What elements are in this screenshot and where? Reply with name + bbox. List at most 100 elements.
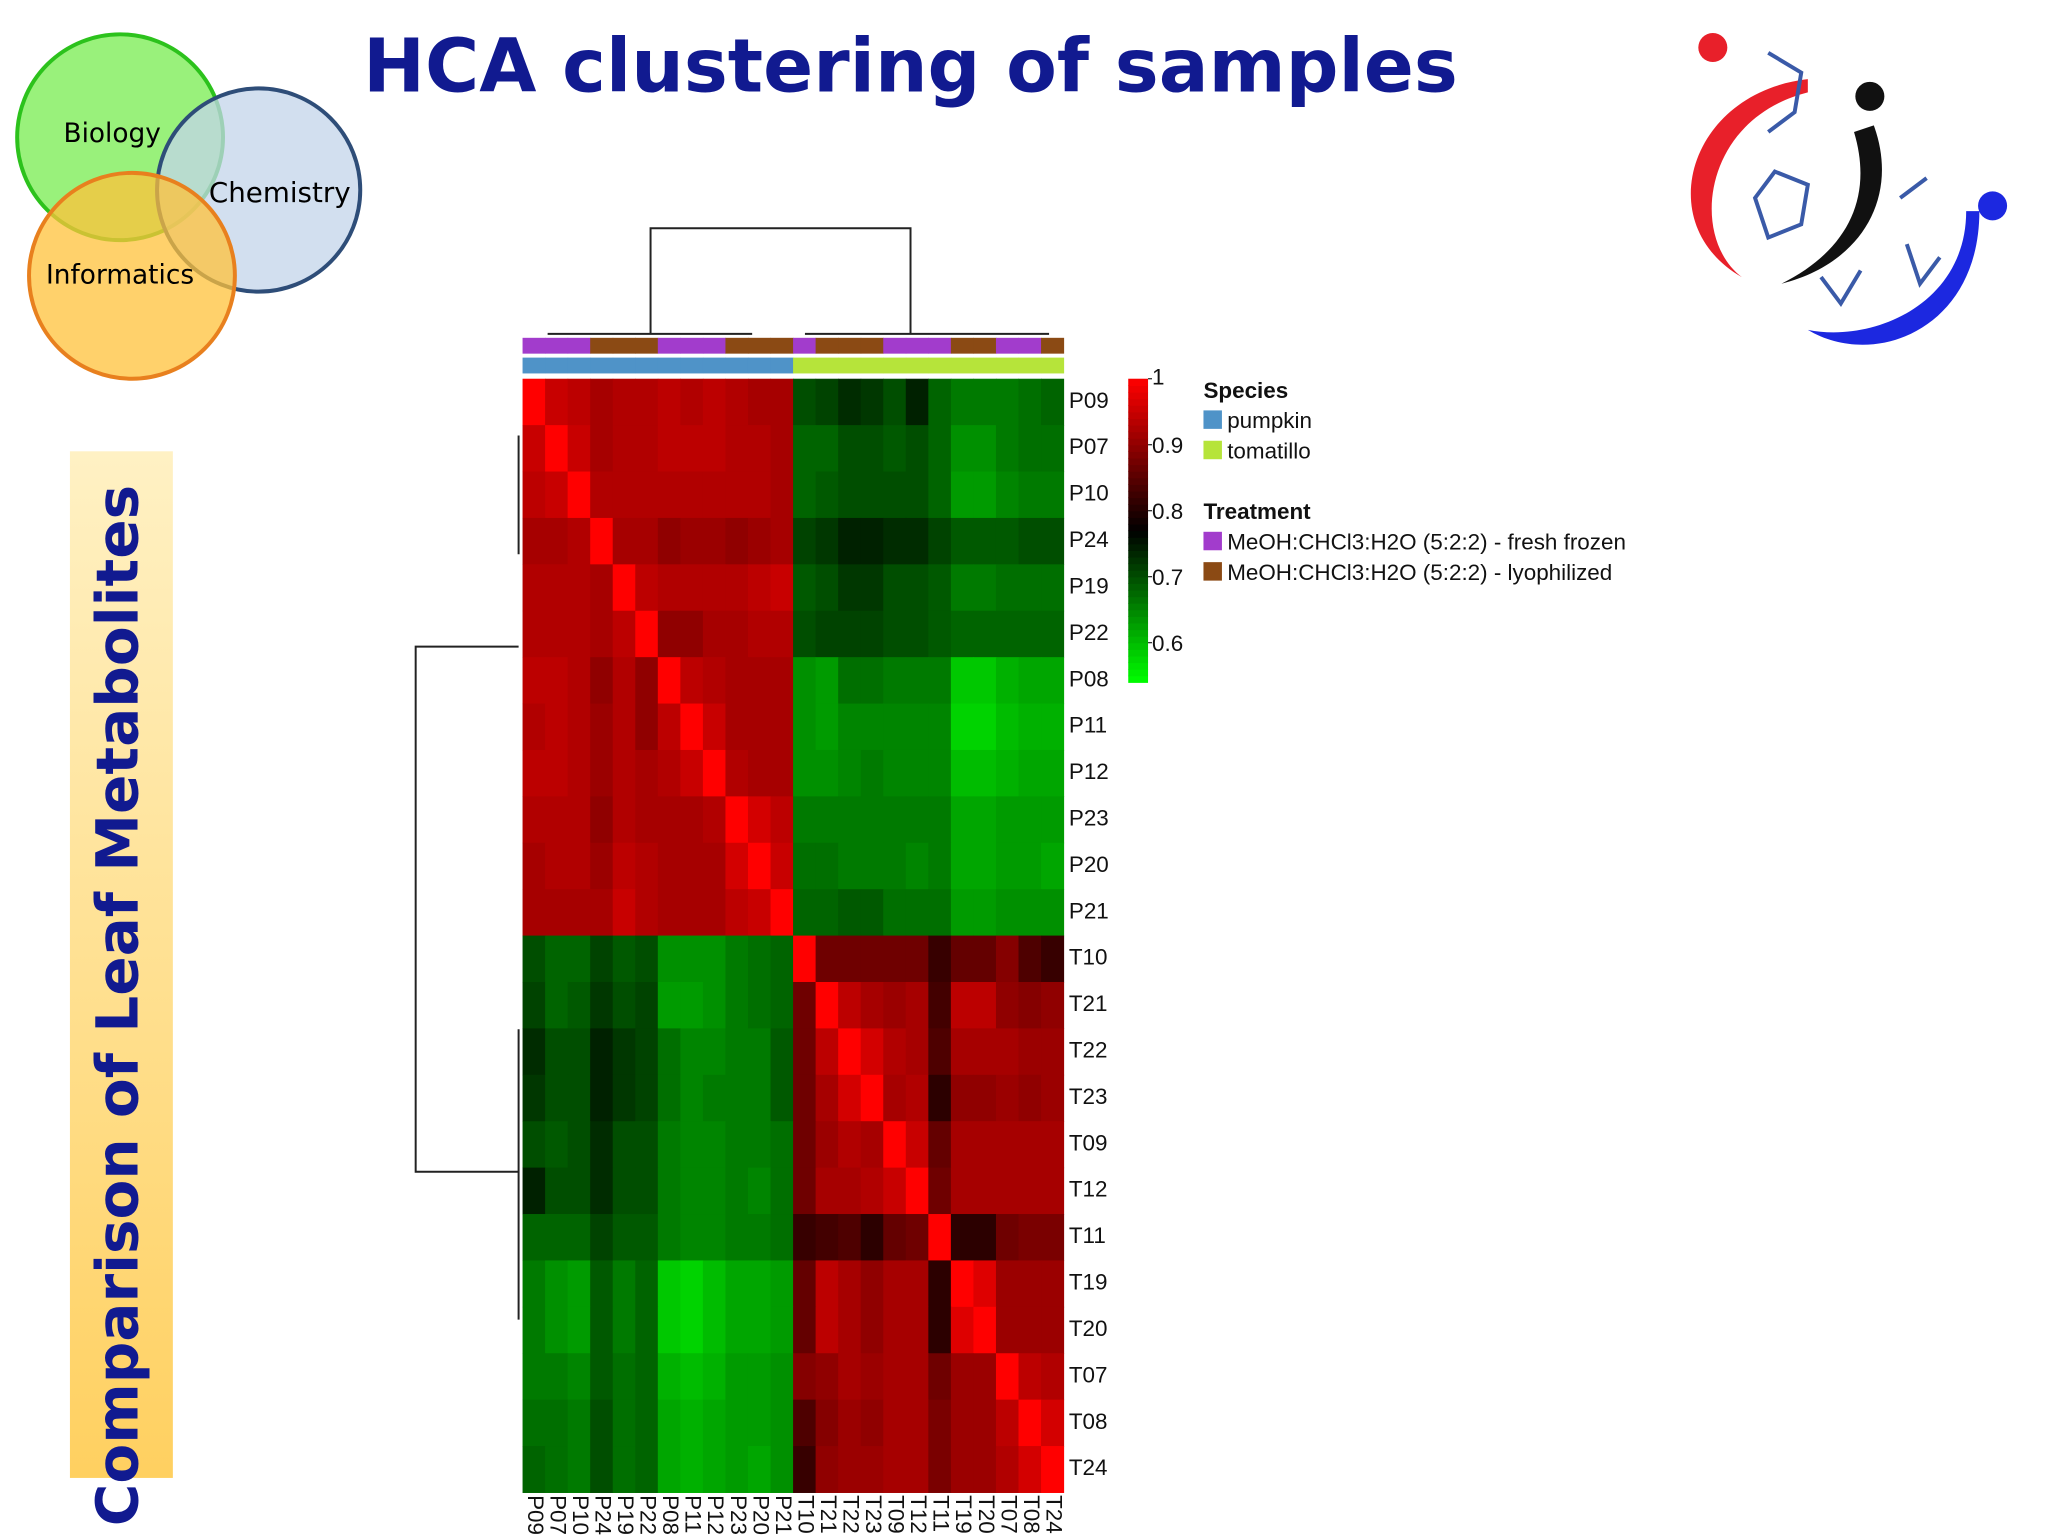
colorbar-band bbox=[1128, 471, 1149, 479]
heat-cell bbox=[928, 378, 952, 426]
annotation-cell bbox=[995, 337, 1020, 354]
heat-cell bbox=[995, 842, 1020, 890]
heat-cell bbox=[995, 1446, 1020, 1493]
heat-cell bbox=[702, 796, 726, 844]
heat-cell bbox=[950, 935, 974, 983]
heat-cell bbox=[725, 796, 749, 844]
heat-cell bbox=[680, 935, 704, 983]
heat-cell bbox=[702, 889, 726, 937]
heat-cell bbox=[928, 657, 952, 705]
heat-cell bbox=[657, 425, 681, 473]
colorbar-band bbox=[1128, 385, 1149, 393]
annotation-cell bbox=[590, 337, 614, 354]
heat-cell bbox=[883, 610, 907, 658]
heat-cell bbox=[747, 935, 772, 983]
heat-cell bbox=[973, 517, 997, 565]
annotation-cell bbox=[973, 357, 997, 374]
heat-cell bbox=[973, 1028, 997, 1076]
heat-cell bbox=[680, 1074, 704, 1122]
heat-cell bbox=[747, 981, 772, 1029]
heat-cell bbox=[973, 703, 997, 751]
heat-cell bbox=[590, 749, 614, 797]
heat-cell bbox=[1018, 1399, 1042, 1447]
colorbar-band bbox=[1128, 378, 1149, 386]
heat-cell bbox=[973, 889, 997, 937]
colorbar-band bbox=[1128, 603, 1149, 611]
heat-cell bbox=[612, 1214, 636, 1261]
heat-cell bbox=[815, 935, 839, 983]
heat-cell bbox=[770, 749, 794, 797]
annotation-cell bbox=[567, 357, 591, 374]
heat-cell bbox=[973, 1353, 997, 1401]
heat-cell bbox=[883, 378, 907, 426]
heat-cell bbox=[815, 1214, 839, 1261]
heat-cell bbox=[545, 749, 569, 797]
heat-cell bbox=[567, 1121, 591, 1169]
heat-cell bbox=[680, 471, 704, 519]
heat-cell bbox=[680, 517, 704, 565]
colorbar-band bbox=[1128, 642, 1149, 650]
heat-cell bbox=[590, 517, 614, 565]
heat-cell bbox=[838, 1306, 862, 1354]
heat-cell bbox=[770, 564, 794, 612]
heat-cell bbox=[1018, 610, 1042, 658]
heat-cell bbox=[747, 842, 772, 890]
heat-cell bbox=[725, 378, 749, 426]
heat-cell bbox=[838, 610, 862, 658]
heat-cell bbox=[590, 981, 614, 1029]
heat-cell bbox=[545, 1028, 569, 1076]
heat-cell bbox=[522, 935, 546, 983]
heat-cell bbox=[860, 564, 884, 612]
heat-cell bbox=[522, 1260, 546, 1308]
heat-cell bbox=[1041, 1167, 1065, 1215]
heat-cell bbox=[635, 657, 659, 705]
colorbar-band bbox=[1128, 616, 1149, 624]
heat-cell bbox=[928, 1306, 952, 1354]
annotation-cell bbox=[635, 337, 659, 354]
heat-cell bbox=[860, 796, 884, 844]
col-label: P08 bbox=[658, 1495, 683, 1535]
heat-cell bbox=[657, 796, 681, 844]
heat-cell bbox=[860, 1353, 884, 1401]
heat-cell bbox=[1018, 889, 1042, 937]
heat-cell bbox=[657, 1167, 681, 1215]
colorbar-band bbox=[1128, 484, 1149, 492]
heat-cell bbox=[793, 1399, 817, 1447]
heat-cell bbox=[567, 1028, 591, 1076]
heat-cell bbox=[815, 981, 839, 1029]
row-label: P08 bbox=[1069, 666, 1109, 691]
heat-cell bbox=[725, 657, 749, 705]
heat-cell bbox=[657, 1446, 681, 1493]
heat-cell bbox=[838, 517, 862, 565]
col-label: T11 bbox=[929, 1495, 954, 1532]
heat-cell bbox=[793, 517, 817, 565]
heat-cell bbox=[635, 1121, 659, 1169]
heat-cell bbox=[860, 471, 884, 519]
colorbar-band bbox=[1128, 675, 1149, 683]
heat-cell bbox=[928, 935, 952, 983]
heat-cell bbox=[838, 981, 862, 1029]
heat-cell bbox=[702, 471, 726, 519]
heat-cell bbox=[973, 1074, 997, 1122]
heat-cell bbox=[725, 842, 749, 890]
heat-cell bbox=[635, 749, 659, 797]
row-label: T21 bbox=[1069, 991, 1108, 1016]
colorbar-band bbox=[1128, 490, 1149, 499]
heat-cell bbox=[635, 981, 659, 1029]
heat-cell bbox=[770, 1214, 794, 1261]
heat-cell bbox=[838, 471, 862, 519]
heat-cell bbox=[657, 657, 681, 705]
heat-cell bbox=[567, 1260, 591, 1308]
heat-cell bbox=[770, 1353, 794, 1401]
row-label: P24 bbox=[1069, 527, 1109, 552]
annotation-cell bbox=[725, 357, 749, 374]
heat-cell bbox=[522, 610, 546, 658]
row-label: P10 bbox=[1069, 481, 1109, 506]
heat-cell bbox=[928, 471, 952, 519]
heat-cell bbox=[770, 1446, 794, 1493]
heat-cell bbox=[567, 1353, 591, 1401]
heat-cell bbox=[1041, 517, 1065, 565]
row-label: P11 bbox=[1069, 713, 1107, 738]
heat-cell bbox=[680, 981, 704, 1029]
heat-cell bbox=[860, 889, 884, 937]
